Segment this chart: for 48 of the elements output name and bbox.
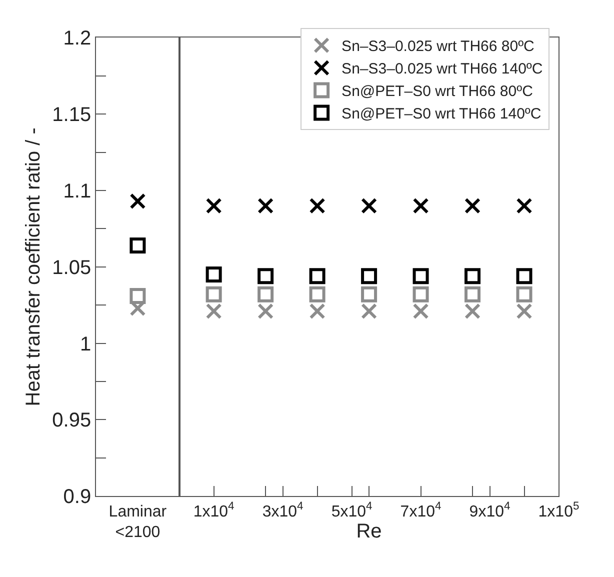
y-tick-label: 1.15 (52, 104, 92, 126)
legend-label: Sn–S3–0.025 wrt TH66 140ºC (342, 60, 543, 78)
point (412, 268, 429, 284)
point (464, 303, 481, 320)
point (206, 198, 222, 214)
x-tick-label: 5x10$^{4}$ (331, 500, 372, 520)
point (309, 303, 326, 320)
point (309, 286, 326, 302)
point (464, 198, 481, 214)
x-tick-label: 7x10$^{4}$ (400, 500, 442, 520)
y-tick-label: 1.1 (63, 180, 92, 202)
point (516, 268, 532, 284)
x-tick-label: 3x10$^{4}$ (262, 500, 304, 520)
point (516, 286, 532, 302)
x-axis-title: Re (356, 520, 382, 542)
y-tick-label: 0.95 (52, 410, 92, 432)
point (412, 198, 429, 214)
point (464, 286, 481, 302)
point (206, 286, 222, 302)
legend-label: Sn–S3–0.025 wrt TH66 80ºC (342, 38, 535, 56)
y-axis-title: Heat transfer coefficient ratio / - (22, 128, 45, 406)
point (361, 268, 378, 284)
point (516, 198, 532, 214)
x-tick-label: 1x10$^{5}$ (538, 500, 580, 520)
y-tick-label: 1.2 (63, 28, 92, 50)
point (309, 198, 326, 214)
legend-label: Sn@PET–S0 wrt TH66 140ºC (342, 106, 542, 123)
legend-label: Sn@PET–S0 wrt TH66 80ºC (342, 83, 534, 100)
point (361, 303, 378, 320)
point (258, 198, 274, 214)
x-tick-label: 9x10$^{4}$ (469, 500, 510, 520)
point (516, 303, 532, 320)
point (361, 198, 378, 214)
point (464, 268, 481, 284)
point (361, 286, 378, 302)
point (412, 286, 429, 302)
point (206, 266, 222, 283)
point (258, 268, 274, 284)
point (412, 303, 429, 320)
y-tick-label: 0.9 (63, 486, 92, 508)
point (206, 303, 222, 320)
y-tick-label: 1 (80, 333, 92, 356)
x-tick-label: 1x10$^{4}$ (193, 500, 234, 520)
point (258, 286, 274, 302)
y-tick-label: 1.05 (52, 256, 92, 279)
point (309, 268, 326, 284)
x-tick-label: Laminar <2100 (108, 503, 168, 542)
point (258, 303, 274, 320)
